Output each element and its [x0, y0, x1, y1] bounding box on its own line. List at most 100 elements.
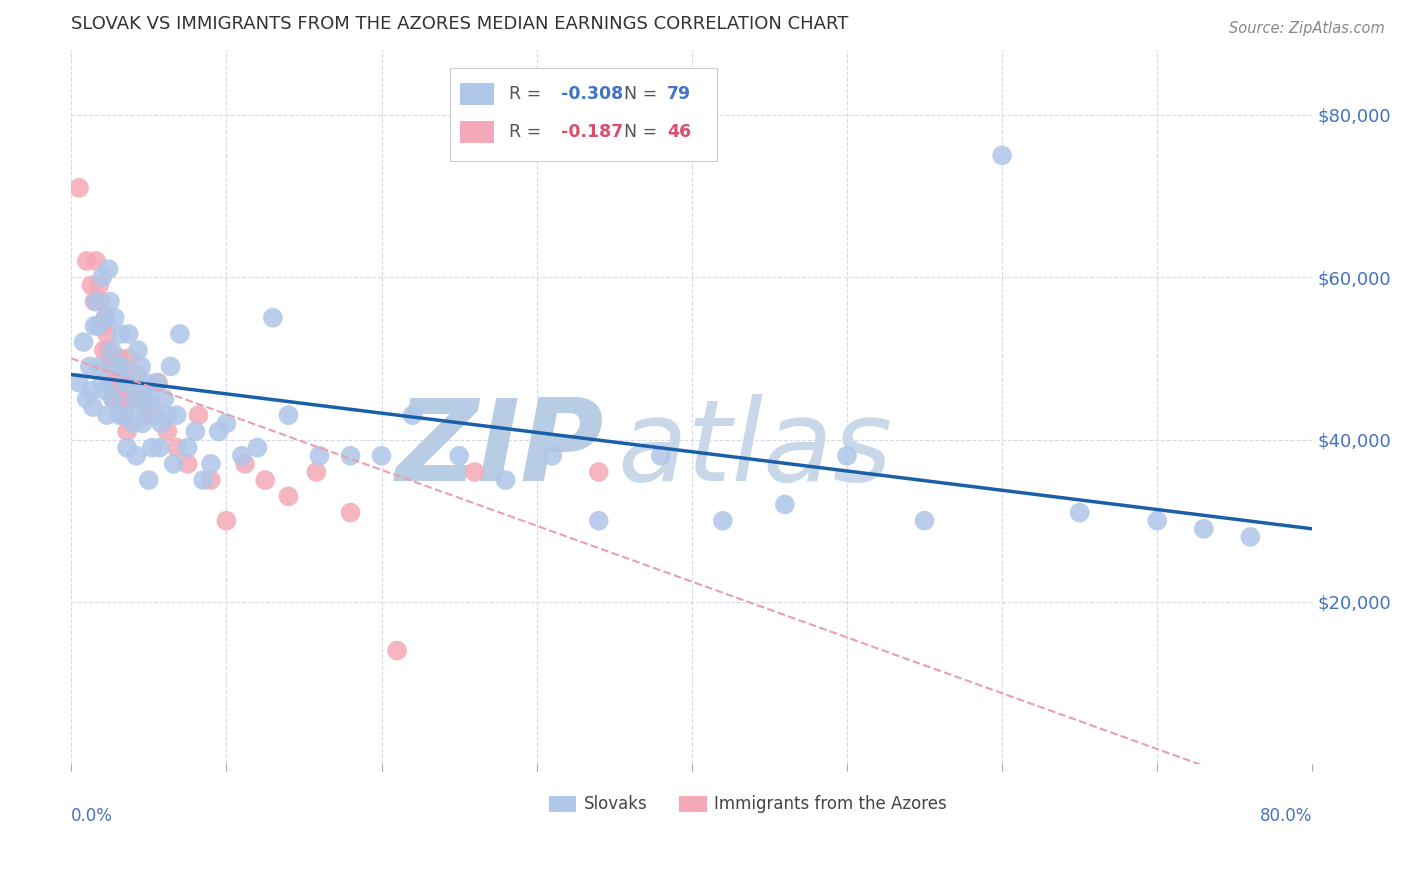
- Point: [115, 425, 138, 439]
- Text: 79: 79: [666, 85, 692, 103]
- Point: [191, 473, 214, 487]
- Point: [134, 392, 156, 406]
- Point: [159, 359, 181, 374]
- Point: [100, 343, 122, 358]
- Point: [277, 489, 299, 503]
- Point: [588, 465, 610, 479]
- Text: R =: R =: [509, 123, 547, 141]
- Point: [125, 449, 148, 463]
- Point: [176, 457, 198, 471]
- Point: [835, 449, 858, 463]
- Point: [215, 417, 238, 431]
- Point: [67, 181, 90, 195]
- Text: 46: 46: [666, 123, 692, 141]
- Point: [110, 326, 132, 341]
- Point: [184, 425, 207, 439]
- Point: [145, 376, 167, 390]
- Point: [150, 417, 173, 431]
- Point: [108, 351, 131, 366]
- Point: [308, 449, 330, 463]
- Point: [207, 425, 229, 439]
- Point: [129, 384, 152, 398]
- Point: [112, 408, 135, 422]
- Point: [79, 359, 101, 374]
- Point: [80, 384, 103, 398]
- Point: [67, 376, 90, 390]
- Point: [588, 514, 610, 528]
- Point: [82, 400, 104, 414]
- Text: -0.308: -0.308: [561, 85, 624, 103]
- Point: [1239, 530, 1261, 544]
- Point: [495, 473, 517, 487]
- Point: [125, 368, 148, 382]
- Point: [129, 359, 152, 374]
- Point: [89, 278, 111, 293]
- Text: N =: N =: [623, 85, 662, 103]
- Point: [107, 392, 129, 406]
- Text: N =: N =: [623, 123, 662, 141]
- Point: [76, 254, 98, 268]
- Point: [108, 408, 131, 422]
- Point: [162, 457, 184, 471]
- Point: [305, 465, 328, 479]
- Point: [120, 384, 142, 398]
- Point: [91, 270, 114, 285]
- Point: [254, 473, 277, 487]
- Text: R =: R =: [509, 85, 547, 103]
- Point: [111, 392, 134, 406]
- Point: [385, 643, 408, 657]
- Point: [98, 359, 121, 374]
- Point: [94, 384, 117, 398]
- Point: [139, 392, 162, 406]
- Point: [141, 400, 163, 414]
- Point: [97, 262, 120, 277]
- Point: [115, 441, 138, 455]
- Point: [124, 392, 146, 406]
- Bar: [550, 797, 576, 812]
- Point: [117, 351, 139, 366]
- Bar: [460, 84, 495, 105]
- Text: atlas: atlas: [617, 394, 893, 506]
- Point: [120, 376, 142, 390]
- Point: [76, 392, 98, 406]
- Point: [1146, 514, 1168, 528]
- Point: [187, 408, 209, 422]
- Point: [89, 359, 111, 374]
- Point: [107, 359, 129, 374]
- Point: [339, 506, 361, 520]
- Point: [114, 376, 136, 390]
- Point: [97, 343, 120, 358]
- Text: 80.0%: 80.0%: [1260, 807, 1312, 825]
- Point: [122, 392, 145, 406]
- Point: [773, 498, 796, 512]
- Point: [96, 408, 118, 422]
- Point: [233, 457, 256, 471]
- Point: [166, 441, 188, 455]
- Text: 0.0%: 0.0%: [72, 807, 112, 825]
- FancyBboxPatch shape: [450, 68, 717, 161]
- Point: [127, 343, 149, 358]
- Point: [93, 343, 115, 358]
- Point: [231, 449, 253, 463]
- Point: [100, 376, 122, 390]
- Point: [169, 326, 191, 341]
- Point: [138, 473, 160, 487]
- Point: [110, 368, 132, 382]
- Point: [146, 376, 169, 390]
- Point: [711, 514, 734, 528]
- Point: [464, 465, 486, 479]
- Point: [117, 326, 139, 341]
- Point: [96, 326, 118, 341]
- Text: Source: ZipAtlas.com: Source: ZipAtlas.com: [1229, 21, 1385, 36]
- Point: [1069, 506, 1091, 520]
- Point: [541, 449, 564, 463]
- Bar: [460, 121, 495, 143]
- Point: [200, 473, 222, 487]
- Point: [104, 359, 127, 374]
- Point: [83, 318, 105, 333]
- Point: [650, 449, 672, 463]
- Point: [135, 376, 157, 390]
- Point: [111, 359, 134, 374]
- Point: [153, 392, 176, 406]
- Point: [86, 318, 108, 333]
